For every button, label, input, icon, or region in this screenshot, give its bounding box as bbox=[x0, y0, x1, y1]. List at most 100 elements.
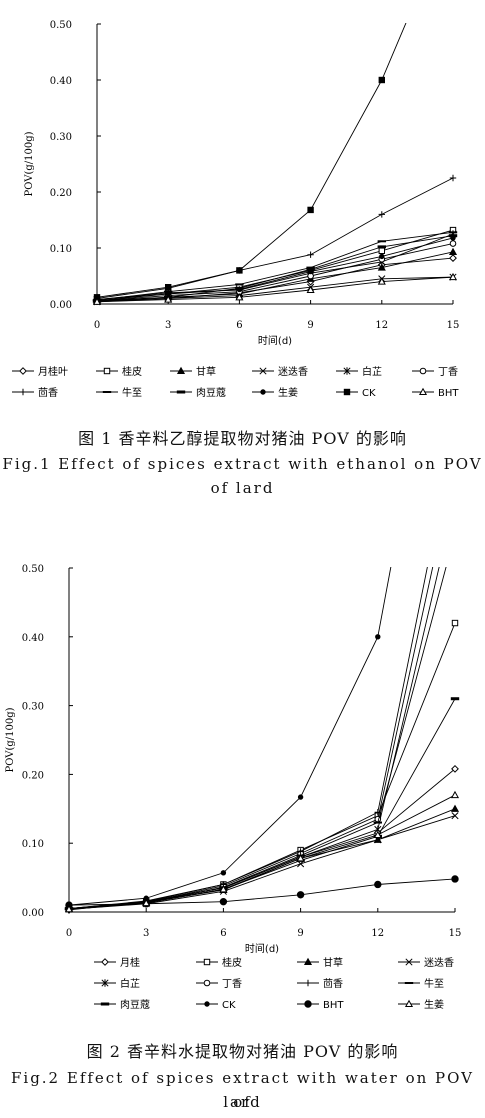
y-tick-label: 0.10 bbox=[50, 244, 72, 255]
legend-item: 丁香 bbox=[412, 366, 458, 378]
legend-label: 肉豆蔻 bbox=[120, 998, 150, 1011]
legend-item: 白芷 bbox=[336, 365, 382, 378]
legend-swatch-marker bbox=[203, 979, 211, 987]
y-axis-label: POV(g/100g) bbox=[24, 131, 35, 196]
legend-item: 肉豆蔻 bbox=[94, 998, 150, 1011]
series-3 bbox=[64, 804, 460, 912]
series-line bbox=[96, 235, 454, 302]
legend-item: 牛至 bbox=[96, 386, 142, 399]
legend-label: 迷迭香 bbox=[424, 957, 454, 969]
series-line bbox=[96, 177, 454, 299]
x-axis-label: 时间(d) bbox=[245, 942, 279, 955]
figure1-caption-en-1: Fig.1 Effect of spices extract with etha… bbox=[2, 455, 483, 473]
y-tick-label: 0.40 bbox=[50, 76, 72, 87]
data-point bbox=[165, 284, 172, 291]
legend-item: 迷迭香 bbox=[398, 957, 454, 969]
legend-label: CK bbox=[222, 1000, 236, 1011]
legend-label: BHT bbox=[438, 388, 459, 399]
figure2-caption-en-2: lard bbox=[223, 1093, 262, 1111]
legend-swatch-marker bbox=[259, 367, 267, 375]
data-point bbox=[164, 295, 173, 303]
series-line bbox=[96, 23, 407, 298]
data-point bbox=[219, 897, 228, 906]
series-8 bbox=[92, 231, 458, 302]
series-line bbox=[68, 698, 456, 910]
legend-label: 桂皮 bbox=[122, 365, 142, 378]
legend-swatch-marker bbox=[260, 389, 266, 395]
y-tick-label: 0.10 bbox=[22, 839, 44, 850]
data-point bbox=[448, 272, 458, 281]
x-tick-label: 3 bbox=[165, 320, 171, 331]
legend-label: 牛至 bbox=[424, 977, 444, 990]
figure2-chart: 0.00 0.10 0.20 0.30 0.40 0.50 0 3 6 9 12 15 时间(d) POV… bbox=[5, 564, 462, 1011]
data-point bbox=[377, 245, 386, 249]
y-tick-label: 0.20 bbox=[22, 770, 44, 781]
legend-item: 桂皮 bbox=[196, 956, 242, 969]
y-axis-label: POV(g/100g) bbox=[5, 707, 16, 772]
legend-item: 月桂 bbox=[94, 956, 140, 969]
plot-area bbox=[92, 23, 458, 306]
legend-label: 茴香 bbox=[323, 978, 343, 990]
legend-label: 白芷 bbox=[120, 977, 140, 990]
legend-swatch-marker bbox=[418, 387, 428, 396]
data-point bbox=[306, 285, 315, 294]
x-tick-label: 9 bbox=[297, 928, 303, 939]
legend-swatch-marker bbox=[203, 958, 211, 966]
legend-item: 迷迭香 bbox=[252, 366, 308, 378]
data-point bbox=[236, 267, 243, 274]
series-5 bbox=[93, 230, 457, 304]
data-point bbox=[64, 905, 74, 913]
series-4 bbox=[65, 812, 459, 913]
x-tick-label: 12 bbox=[371, 928, 384, 939]
legend-item: 肉豆蔻 bbox=[170, 386, 226, 399]
data-point bbox=[451, 764, 459, 773]
series-12 bbox=[92, 272, 458, 305]
data-point bbox=[307, 251, 314, 258]
x-tick-label: 12 bbox=[375, 320, 388, 331]
data-point bbox=[377, 277, 386, 285]
data-point bbox=[449, 240, 457, 247]
legend-swatch-marker bbox=[19, 388, 27, 396]
legend-swatch-marker bbox=[204, 1001, 210, 1007]
series-line bbox=[96, 233, 454, 300]
legend-label: 月桂 bbox=[120, 956, 140, 969]
figure2-caption-en-1: Fig.2 Effect of spices extract with wate… bbox=[10, 1069, 475, 1111]
data-point bbox=[92, 297, 102, 305]
data-point bbox=[450, 804, 460, 812]
legend-label: 茴香 bbox=[38, 387, 58, 399]
legend-label: 牛至 bbox=[122, 386, 142, 399]
legend-label: 丁香 bbox=[438, 366, 458, 378]
legend-swatch-marker bbox=[303, 957, 313, 966]
legend-swatch-marker bbox=[101, 958, 109, 966]
series-line bbox=[96, 276, 454, 303]
y-tick-label: 0.30 bbox=[50, 132, 72, 143]
x-tick-label: 0 bbox=[94, 320, 100, 331]
x-tick-label: 15 bbox=[449, 928, 462, 939]
legend-item: BHT bbox=[412, 387, 459, 399]
series-line bbox=[68, 808, 456, 910]
data-point bbox=[374, 809, 381, 816]
series-line bbox=[68, 815, 456, 910]
legend-swatch-marker bbox=[404, 999, 414, 1008]
data-point bbox=[378, 247, 386, 255]
data-point bbox=[296, 891, 305, 899]
legend-swatch-marker bbox=[304, 979, 312, 987]
x-axis-label: 时间(d) bbox=[258, 334, 292, 347]
legend-item: 生姜 bbox=[398, 998, 444, 1011]
data-point bbox=[307, 206, 314, 214]
legend-label: 迷迭香 bbox=[278, 366, 308, 378]
data-point bbox=[297, 794, 304, 800]
legend-item: 生姜 bbox=[252, 386, 298, 399]
legend-swatch-marker bbox=[101, 979, 109, 987]
legend-item: 茴香 bbox=[12, 387, 58, 399]
legend-item: 丁香 bbox=[196, 978, 242, 990]
legend-label: 白芷 bbox=[362, 365, 382, 378]
legend-item: BHT bbox=[297, 1000, 344, 1011]
legend-item: CK bbox=[196, 1000, 236, 1011]
data-point bbox=[451, 875, 459, 883]
y-tick-label: 0.30 bbox=[22, 702, 44, 713]
legend-item: 甘草 bbox=[170, 365, 216, 378]
y-tick-label: 0.00 bbox=[22, 908, 44, 919]
figure1-caption-en-2: of lard bbox=[210, 479, 275, 497]
